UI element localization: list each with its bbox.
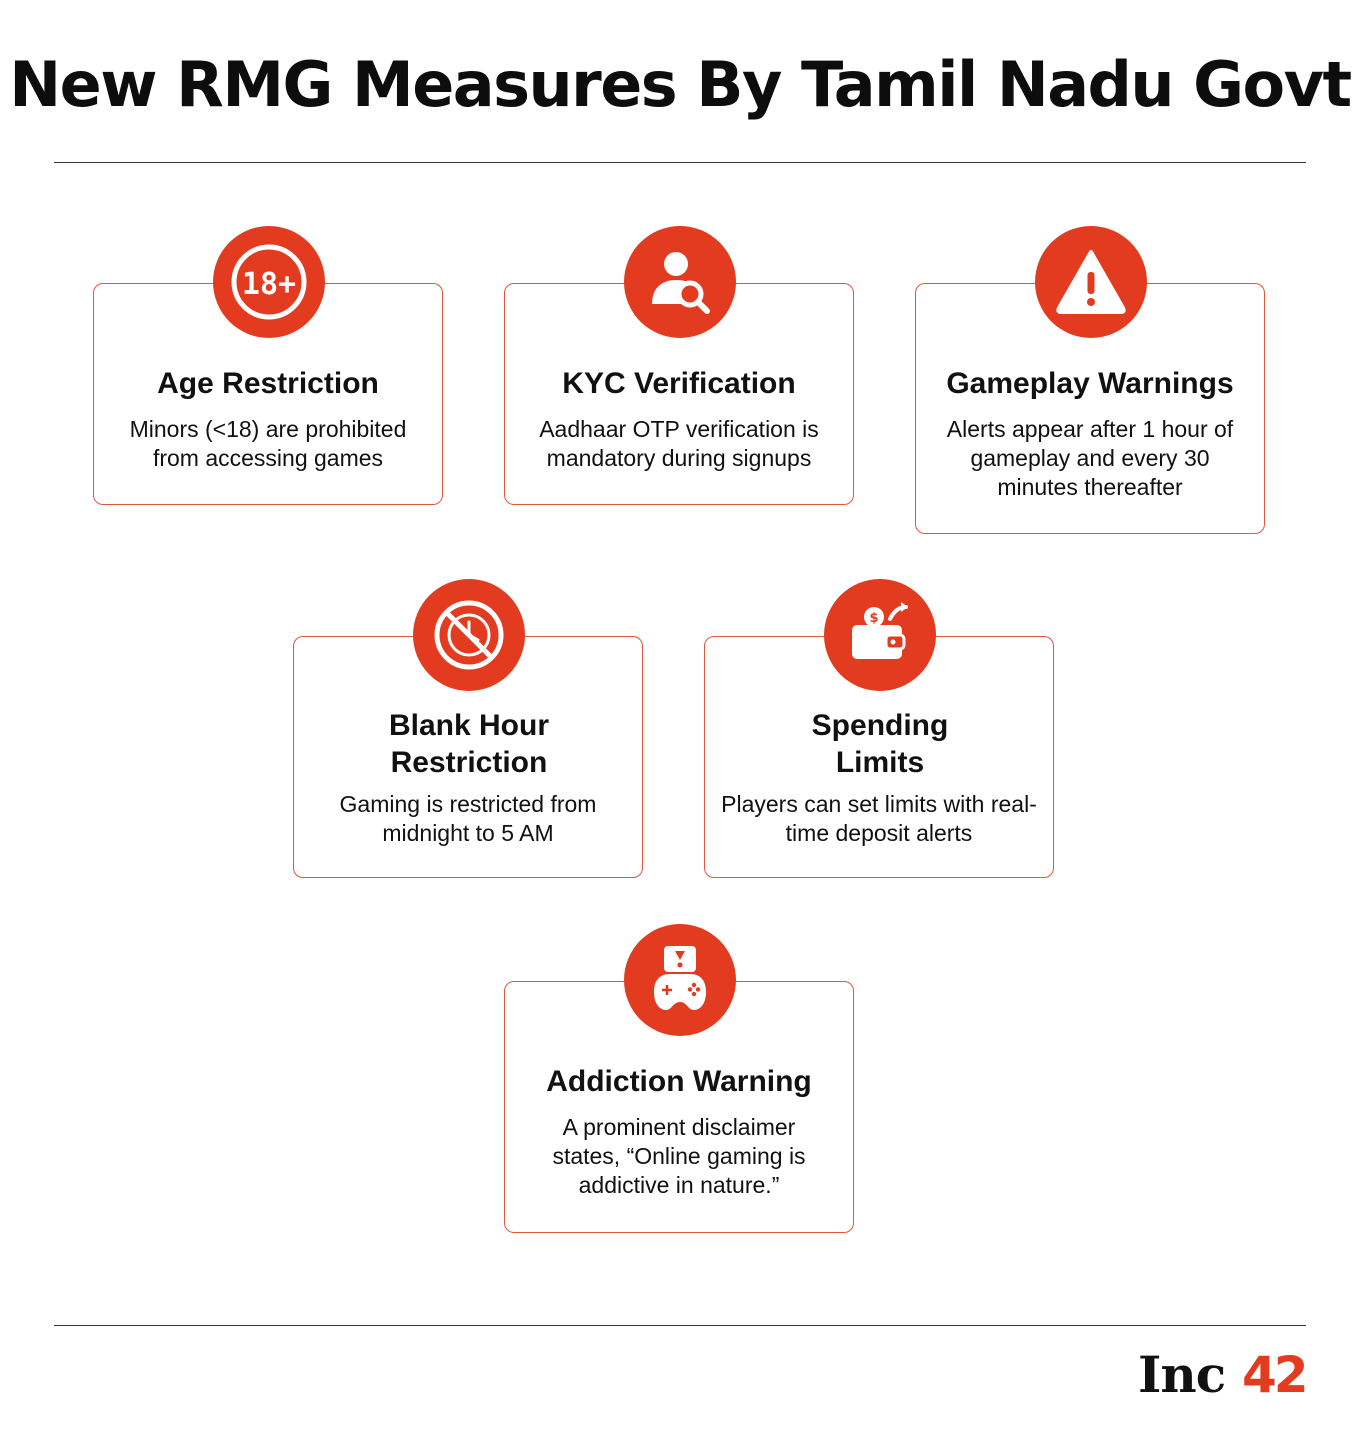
card-addiction-warning: Addiction Warning A prominent disclaimer… bbox=[504, 924, 854, 1233]
game-controller-warning-icon bbox=[624, 924, 736, 1036]
warning-triangle-icon bbox=[1035, 226, 1147, 338]
card-description: A prominent disclaimer states, “Online g… bbox=[552, 1114, 806, 1198]
card-description: Gaming is restricted from midnight to 5 … bbox=[339, 791, 597, 846]
card-description: Minors (<18) are prohibited from accessi… bbox=[129, 416, 407, 471]
card-title: Spending Limits bbox=[811, 709, 949, 779]
card-description: Aadhaar OTP verification is mandatory du… bbox=[539, 416, 819, 471]
card-age-restriction: 18+ Age Restriction Minors (<18) are pro… bbox=[93, 226, 443, 505]
wallet-coin-icon: $ bbox=[824, 579, 936, 691]
svg-text:18+: 18+ bbox=[242, 267, 296, 302]
svg-text:$: $ bbox=[869, 611, 878, 626]
card-title: Gameplay Warnings bbox=[946, 367, 1234, 400]
18-plus-icon: 18+ bbox=[213, 226, 325, 338]
card-description: Players can set limits with real-time de… bbox=[721, 791, 1037, 846]
card-title: KYC Verification bbox=[562, 367, 796, 400]
bottom-divider bbox=[54, 1325, 1306, 1326]
no-clock-icon bbox=[413, 579, 525, 691]
card-kyc-verification: KYC Verification Aadhaar OTP verificatio… bbox=[504, 226, 854, 505]
card-title: Blank Hour Restriction bbox=[388, 709, 550, 779]
user-search-icon bbox=[624, 226, 736, 338]
inc42-logo: Inc 42 bbox=[1138, 1345, 1310, 1405]
card-gameplay-warnings: Gameplay Warnings Alerts appear after 1 … bbox=[915, 226, 1265, 534]
logo-prefix: Inc bbox=[1138, 1345, 1226, 1404]
card-blank-hour-restriction: Blank Hour Restriction Gaming is restric… bbox=[293, 579, 643, 878]
card-description: Alerts appear after 1 hour of gameplay a… bbox=[946, 416, 1234, 500]
page-title: New RMG Measures By Tamil Nadu Govt bbox=[9, 48, 1352, 121]
card-title: Addiction Warning bbox=[546, 1065, 812, 1098]
card-title: Age Restriction bbox=[157, 367, 379, 400]
top-divider bbox=[54, 162, 1306, 163]
logo-number: 42 bbox=[1242, 1346, 1309, 1404]
card-spending-limits: $ Spending Limits Players can set limits… bbox=[704, 579, 1054, 878]
